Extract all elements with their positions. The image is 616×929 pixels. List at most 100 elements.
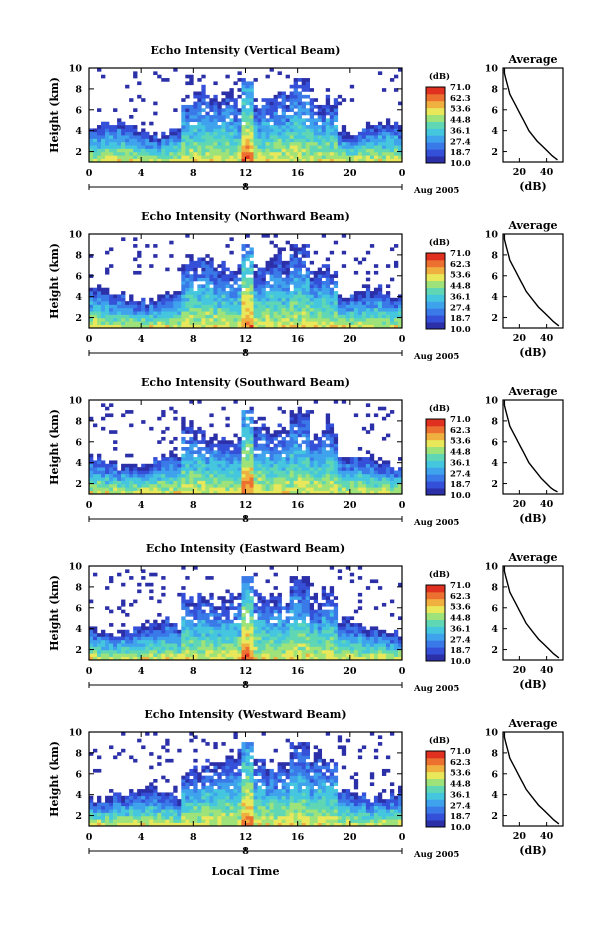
echo-cell	[233, 443, 238, 448]
echo-cell	[293, 582, 298, 587]
echo-cell	[173, 291, 178, 295]
echo-cell	[289, 649, 294, 654]
echo-cell	[381, 470, 387, 475]
echo-cell	[353, 158, 359, 163]
echo-cell	[273, 135, 278, 139]
echo-cell	[185, 623, 190, 627]
echo-cell	[217, 307, 222, 312]
echo-cell	[197, 94, 202, 99]
echo-cell	[241, 115, 246, 119]
echo-cell	[241, 125, 246, 129]
echo-cell	[185, 633, 190, 637]
echo-cell	[241, 104, 246, 109]
echo-cell	[97, 131, 102, 136]
echo-cell	[181, 480, 186, 485]
echo-cell	[241, 108, 246, 112]
echo-cell	[265, 602, 270, 607]
echo-cell	[349, 646, 355, 651]
echo-cell	[261, 487, 266, 491]
echo-cell	[217, 125, 222, 129]
echo-cell	[233, 317, 238, 322]
echo-cell	[181, 463, 186, 468]
echo-cell	[321, 646, 327, 651]
echo-cell	[357, 155, 363, 159]
echo-cell	[305, 135, 310, 139]
echo-cell	[245, 155, 250, 159]
echo-cell	[93, 301, 98, 305]
echo-cell	[369, 125, 375, 129]
echo-cell	[125, 646, 130, 651]
echo-cell	[237, 264, 242, 268]
echo-cell	[221, 141, 226, 146]
echo-cell	[313, 443, 319, 448]
echo-cell	[205, 480, 210, 485]
echo-cell	[273, 141, 278, 146]
echo-cell	[213, 125, 218, 129]
echo-cell	[237, 304, 242, 309]
echo-cell	[289, 443, 294, 448]
echo-cell	[293, 653, 298, 657]
echo-cell	[361, 656, 367, 661]
echo-cell	[341, 307, 347, 312]
profile-y-tick-label: 10	[485, 396, 499, 407]
echo-cell	[241, 294, 246, 299]
echo-cell	[261, 596, 266, 600]
echo-cell	[301, 480, 306, 485]
echo-cell	[245, 606, 250, 610]
echo-cell	[185, 430, 190, 434]
echo-cell	[321, 291, 327, 295]
echo-cell	[257, 317, 262, 322]
echo-cell	[349, 294, 355, 299]
echo-cell	[345, 145, 351, 149]
echo-cell	[97, 639, 102, 644]
echo-cell	[185, 277, 190, 282]
echo-cell	[149, 649, 154, 654]
echo-cell	[397, 141, 403, 146]
echo-cell	[201, 88, 206, 92]
echo-cell	[129, 311, 134, 315]
echo-cell	[285, 629, 290, 634]
echo-cell	[281, 410, 286, 414]
echo-cell	[153, 649, 158, 654]
echo-cell	[281, 483, 286, 488]
echo-cell	[225, 467, 230, 471]
echo-cell	[241, 145, 246, 149]
echo-cell	[265, 450, 270, 455]
echo-cell	[325, 267, 331, 272]
echo-cell	[121, 237, 126, 242]
echo-cell	[321, 314, 327, 319]
echo-cell	[385, 297, 391, 302]
echo-cell	[125, 311, 130, 315]
echo-cell	[333, 636, 339, 641]
echo-cell	[365, 403, 371, 408]
colorbar-tick-label: 27.4	[450, 303, 471, 313]
echo-cell	[349, 141, 355, 146]
echo-cell	[249, 88, 254, 92]
echo-cell	[173, 447, 178, 451]
echo-cell	[241, 639, 246, 644]
echo-cell	[273, 483, 278, 488]
echo-cell	[205, 311, 210, 315]
x-tick-label: 12	[239, 334, 252, 345]
echo-cell	[237, 460, 242, 465]
echo-cell	[181, 155, 186, 159]
echo-cell	[145, 480, 150, 485]
echo-cell	[169, 138, 174, 143]
echo-cell	[105, 317, 110, 322]
echo-cell	[345, 636, 351, 641]
echo-cell	[181, 619, 186, 624]
date-label: Aug 2005	[413, 352, 459, 362]
echo-cell	[385, 141, 391, 146]
echo-cell	[185, 649, 190, 654]
echo-cell	[325, 649, 331, 654]
echo-cell	[109, 141, 114, 146]
echo-cell	[201, 274, 206, 278]
echo-cell	[309, 291, 315, 295]
echo-cell	[365, 138, 371, 143]
echo-cell	[229, 111, 234, 116]
echo-cell	[181, 264, 186, 268]
echo-cell	[361, 477, 367, 481]
echo-cell	[329, 457, 335, 461]
echo-cell	[101, 287, 106, 292]
echo-cell	[161, 324, 166, 329]
